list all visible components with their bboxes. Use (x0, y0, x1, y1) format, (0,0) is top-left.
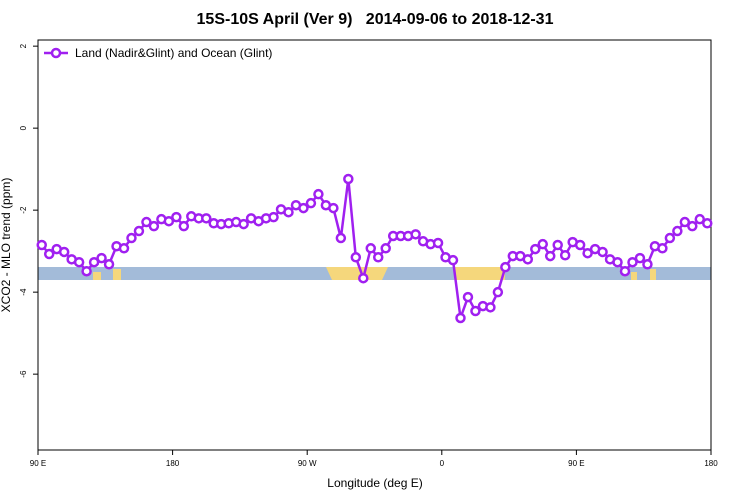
data-point (492, 286, 504, 298)
legend-marker (50, 47, 62, 59)
data-point (530, 243, 541, 255)
data-point (58, 246, 70, 258)
data-point (350, 252, 362, 263)
land-band (650, 269, 656, 280)
data-point (372, 252, 384, 263)
y-axis-label: XCO2 - MLO trend (ppm) (0, 178, 13, 313)
data-point (537, 238, 548, 250)
data-point (462, 291, 474, 303)
data-point (73, 256, 85, 268)
data-point (103, 259, 115, 270)
y-tick-label: -2 (19, 206, 28, 214)
data-point (470, 305, 481, 317)
data-point (612, 256, 623, 268)
land-band (631, 272, 637, 280)
data-point (597, 246, 608, 258)
data-point (43, 248, 55, 260)
x-tick-label: 90 E (30, 459, 46, 468)
data-point (679, 216, 691, 228)
data-point (126, 232, 137, 244)
x-tick-label: 90 E (568, 459, 584, 468)
data-point (238, 218, 249, 230)
data-point (522, 254, 534, 265)
data-point (305, 197, 317, 209)
land-band (113, 269, 121, 280)
y-tick-label: -4 (19, 288, 28, 296)
data-point (694, 213, 706, 225)
data-point (283, 206, 294, 218)
land-band (326, 267, 388, 280)
data-point (642, 259, 653, 270)
data-point (447, 254, 459, 266)
data-point (313, 188, 324, 200)
data-point (343, 173, 354, 185)
data-point (544, 250, 556, 262)
x-tick-label: 180 (166, 459, 180, 468)
data-point (702, 218, 713, 229)
x-tick-label: 90 W (298, 459, 317, 468)
data-point (552, 239, 563, 251)
data-point (36, 239, 47, 251)
data-point (163, 215, 175, 227)
data-point (298, 202, 309, 214)
data-point (133, 225, 145, 237)
data-point (178, 220, 190, 232)
data-point (582, 247, 593, 259)
land-band (93, 272, 101, 280)
land-band (454, 267, 505, 280)
data-point (328, 202, 339, 214)
data-point (410, 229, 421, 240)
data-point (380, 243, 391, 254)
x-tick-label: 180 (704, 459, 718, 468)
data-point (148, 220, 160, 232)
legend-label: Land (Nadir&Glint) and Ocean (Glint) (75, 46, 272, 60)
y-tick-label: -6 (19, 370, 28, 378)
data-point (664, 232, 676, 244)
data-point (627, 256, 638, 268)
data-point (201, 213, 212, 224)
data-point (88, 256, 100, 268)
data-point (171, 211, 182, 223)
data-point (455, 312, 466, 324)
data-point (619, 265, 631, 277)
data-point (485, 302, 496, 313)
data-point (141, 216, 152, 228)
data-point (268, 211, 279, 223)
data-point (365, 243, 377, 254)
chart-title: 15S-10S April (Ver 9) 2014-09-06 to 2018… (197, 11, 554, 28)
data-point (432, 237, 444, 249)
data-point (335, 232, 347, 244)
data-point (96, 252, 107, 264)
data-point (657, 243, 668, 254)
data-point (500, 261, 511, 273)
data-point (574, 239, 586, 251)
data-point (118, 243, 130, 254)
data-point (81, 265, 92, 277)
data-point (634, 252, 646, 264)
x-tick-label: 0 (440, 459, 445, 468)
data-point (559, 250, 571, 261)
y-tick-label: 0 (19, 125, 28, 130)
data-point (672, 225, 683, 237)
surface-band (38, 267, 711, 280)
y-tick-label: 2 (19, 43, 28, 48)
x-axis-label: Longitude (deg E) (327, 476, 422, 490)
data-point (687, 220, 698, 232)
legend: Land (Nadir&Glint) and Ocean (Glint) (44, 46, 272, 60)
data-point (358, 272, 369, 284)
